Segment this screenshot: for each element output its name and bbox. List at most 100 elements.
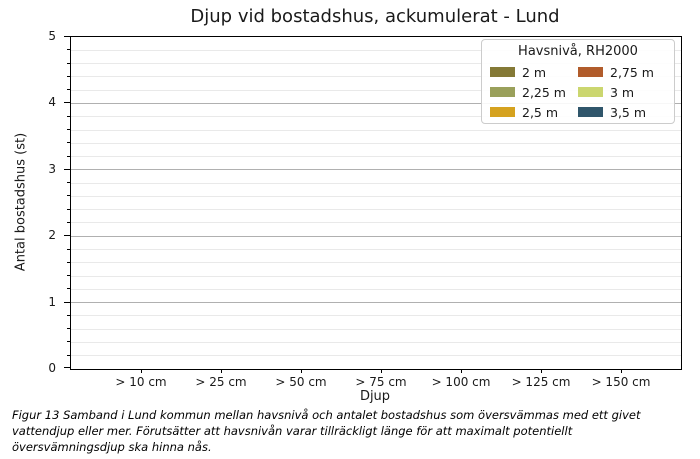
caption-line: översvämningsdjup ska hinna nås. [12,440,212,454]
minor-gridline [71,341,681,343]
y-minor-tick-mark [67,328,70,330]
y-tick-label: 0 [48,361,56,375]
y-minor-tick-mark [67,288,70,290]
x-tick-label: > 10 cm [115,375,167,389]
y-minor-tick-mark [67,261,70,263]
y-minor-tick-mark [67,49,70,51]
legend-color-swatch [578,107,603,117]
y-major-tick-mark [64,36,70,37]
minor-gridline [71,195,681,197]
y-minor-tick-mark [67,182,70,184]
legend-entry: 2 m [490,62,578,82]
legend-entries: 2 m 2,25 m 2,5 m 2,75 m 3 m 3,5 m [482,59,674,122]
x-axis: > 10 cm > 25 cm > 50 cm > 75 cm > 100 cm > 12… [70,369,680,399]
legend-entry: 2,25 m [490,82,578,102]
y-minor-tick-mark [67,314,70,316]
y-major-tick-mark [64,235,70,237]
y-tick-label: 3 [48,161,56,176]
legend-color-swatch [490,67,515,77]
minor-gridline [71,182,681,184]
x-tick-label: > 25 cm [195,375,247,389]
legend-entry-label: 2,25 m [522,84,566,100]
x-tick-label: > 50 cm [275,375,327,389]
y-minor-tick-mark [67,115,70,117]
legend-column: 2 m 2,25 m 2,5 m [490,62,578,122]
legend-color-swatch [490,107,515,117]
x-axis-label: Djup [359,389,391,404]
y-minor-tick-mark [67,129,70,130]
caption-line: vattendjup eller mer. Förutsätter att ha… [12,424,573,438]
minor-gridline [71,116,681,118]
minor-gridline [71,209,681,211]
legend-entry-label: 2,75 m [610,64,654,80]
x-tick-mark [541,369,542,373]
y-tick-label: 1 [48,294,56,309]
minor-gridline [71,129,681,131]
y-tick-label: 5 [48,29,56,43]
y-minor-tick-mark [67,62,70,64]
minor-gridline [71,222,681,224]
minor-gridline [71,315,681,317]
minor-gridline [71,275,681,277]
x-tick-mark [621,369,622,373]
y-minor-tick-mark [67,341,70,343]
y-major-tick-mark [64,301,70,303]
legend-entry-label: 2,5 m [522,104,559,120]
legend-entry-label: 2 m [522,64,547,80]
legend: Havsnivå, RH2000 2 m 2,25 m 2,5 m 2,75 m 3 m… [481,39,675,124]
minor-gridline [71,63,681,65]
y-minor-tick-mark [67,155,70,157]
minor-gridline [71,262,681,264]
y-minor-tick-mark [67,275,70,276]
minor-gridline [71,142,681,144]
legend-color-swatch [490,87,515,97]
y-tick-label: 4 [48,95,56,110]
legend-entry: 3 m [578,82,654,102]
legend-entry: 2,75 m [578,62,654,82]
major-gridline [71,302,681,304]
y-minor-tick-mark [67,221,70,223]
legend-entry: 3,5 m [578,102,654,122]
x-tick-mark [461,369,462,373]
minor-gridline [71,49,681,51]
minor-gridline [71,76,681,78]
y-major-tick-mark [64,168,70,170]
x-tick-label: > 125 cm [511,375,571,389]
figure-caption: Figur 13 Samband i Lund kommun mellan ha… [12,407,641,455]
major-gridline [71,102,681,104]
minor-gridline [71,249,681,250]
minor-gridline [71,355,681,357]
y-tick-label: 2 [48,228,56,243]
y-minor-tick-mark [67,89,70,91]
y-minor-tick-mark [67,195,70,197]
y-minor-tick-mark [67,354,70,356]
minor-gridline [71,328,681,330]
x-tick-label: > 150 cm [591,375,651,389]
legend-color-swatch [578,87,603,97]
y-minor-tick-mark [67,248,70,250]
x-tick-mark [221,369,222,373]
y-major-tick-mark [64,367,70,368]
minor-gridline [71,89,681,91]
legend-entry-label: 3,5 m [610,104,647,120]
minor-gridline [71,288,681,290]
x-tick-label: > 100 cm [431,375,491,389]
minor-gridline [71,156,681,157]
x-tick-mark [381,369,382,373]
legend-entry: 2,5 m [490,102,578,122]
legend-color-swatch [578,67,603,77]
y-minor-tick-mark [67,142,70,144]
y-minor-tick-mark [67,208,70,210]
y-axis: 0 1 2 3 4 5 [0,29,70,375]
major-gridline [71,235,681,237]
major-gridline [71,169,681,171]
legend-title: Havsnivå, RH2000 [518,44,638,59]
x-tick-mark [301,369,302,373]
legend-column: 2,75 m 3 m 3,5 m [578,62,654,122]
legend-entry-label: 3 m [610,84,635,100]
chart-title: Djup vid bostadshus, ackumulerat - Lund [190,6,560,27]
x-tick-label: > 75 cm [355,375,407,389]
caption-line: Figur 13 Samband i Lund kommun mellan ha… [12,408,641,422]
y-major-tick-mark [64,102,70,104]
